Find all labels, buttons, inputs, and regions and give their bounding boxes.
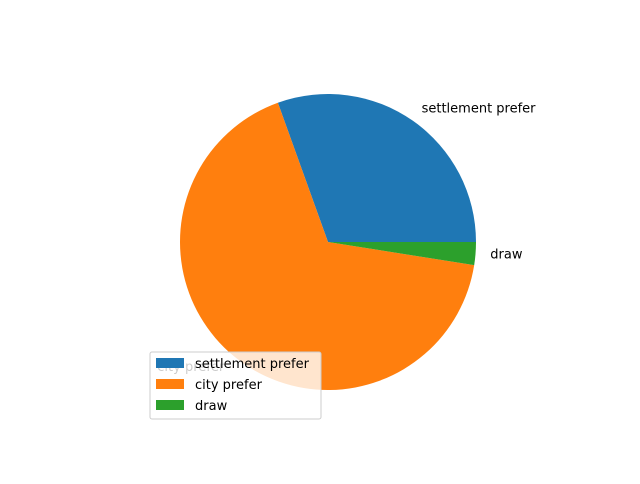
pie-slice-draw (328, 242, 476, 266)
slice-label-draw: draw (490, 247, 523, 262)
pie-slice-settlement-prefer (277, 94, 476, 242)
legend-swatch-draw (156, 400, 184, 410)
legend-label-city-prefer: city prefer (195, 378, 263, 393)
legend-label-draw: draw (195, 399, 228, 414)
legend-swatch-settlement-prefer (156, 358, 184, 368)
legend-box (149, 351, 322, 420)
legend: settlement prefer city prefer draw (149, 351, 322, 420)
slice-label-settlement-prefer: settlement prefer (422, 101, 537, 116)
pie-slices (180, 94, 476, 391)
legend-swatch-city-prefer (156, 379, 184, 389)
pie-slice-city-prefer (180, 102, 475, 391)
legend-label-settlement-prefer: settlement prefer (195, 357, 310, 372)
